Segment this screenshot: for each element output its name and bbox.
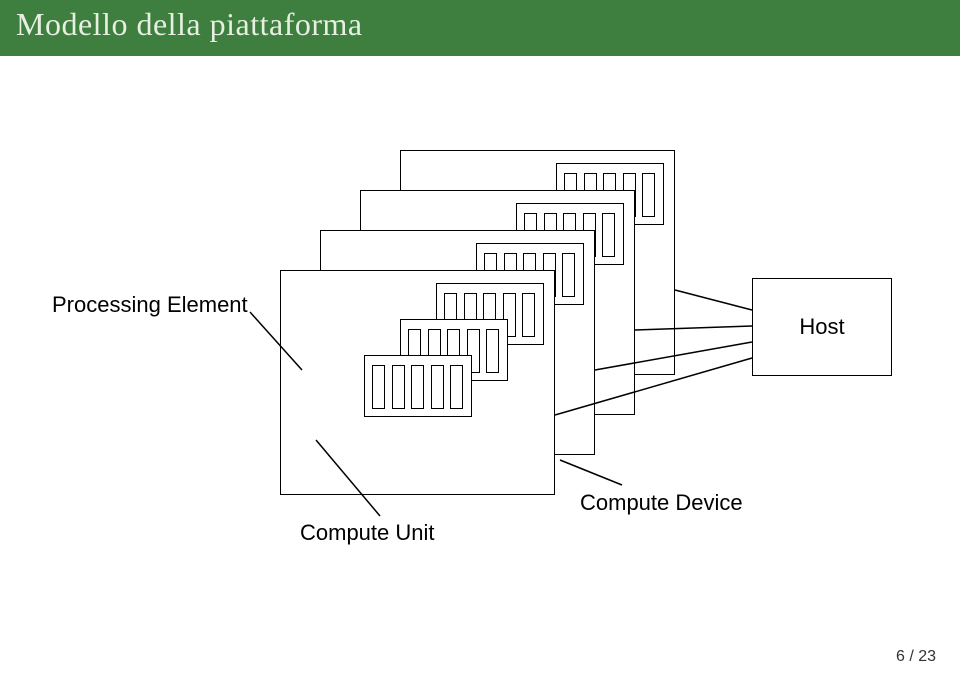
connector-line: [560, 460, 622, 485]
processing-element: [562, 253, 575, 297]
processing-element: [450, 365, 463, 409]
connector-line: [675, 290, 752, 310]
processing-element: [392, 365, 405, 409]
processing-element: [431, 365, 444, 409]
processing-element: [602, 213, 615, 257]
page-number: 6 / 23: [896, 648, 936, 666]
host-label: Host: [799, 314, 844, 340]
compute-unit-label: Compute Unit: [300, 520, 435, 546]
processing-element: [522, 293, 535, 337]
host-box: Host: [752, 278, 892, 376]
processing-element-label: Processing Element: [52, 292, 248, 318]
compute-unit: [364, 355, 472, 417]
slide-header: Modello della piattaforma: [0, 0, 960, 56]
compute-device-label: Compute Device: [580, 490, 743, 516]
processing-element: [372, 365, 385, 409]
processing-element: [411, 365, 424, 409]
slide-title: Modello della piattaforma: [16, 6, 363, 43]
processing-element: [486, 329, 499, 373]
compute-device: [280, 270, 555, 495]
processing-element: [642, 173, 655, 217]
